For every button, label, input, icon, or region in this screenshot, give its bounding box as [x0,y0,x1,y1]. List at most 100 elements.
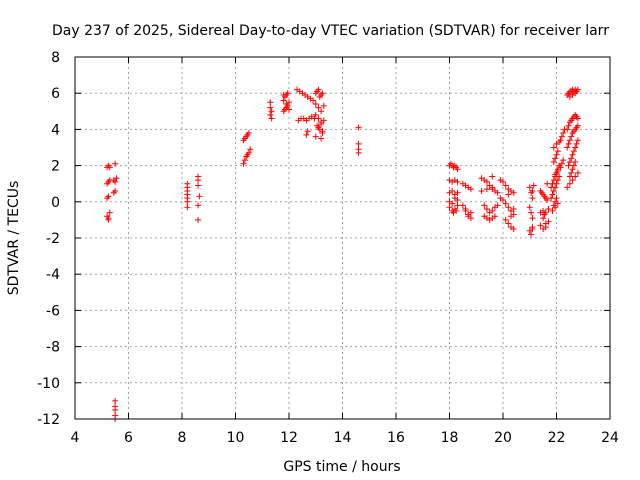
data-point [554,177,561,184]
data-point [526,204,533,211]
data-point [574,137,581,144]
data-point [106,209,113,216]
data-point [572,158,579,165]
data-point [453,207,460,214]
data-point [112,178,119,185]
data-point [318,120,325,127]
data-point [245,130,252,137]
data-point [548,195,555,202]
y-tick-label: 8 [51,50,60,66]
data-point [454,189,461,196]
data-point [320,117,327,124]
data-point [554,168,561,175]
data-point [529,187,536,194]
data-point [544,196,551,203]
data-point [462,206,469,213]
x-tick-labels: 4 6 8 10 12 14 16 18 20 22 24 [71,430,619,446]
y-tick-label: -2 [46,231,60,247]
data-point [195,177,202,184]
data-point [312,101,319,108]
data-point [568,133,575,140]
data-point [467,215,474,222]
data-point [574,122,581,129]
y-tick-label: -6 [46,303,60,319]
data-point [241,157,248,164]
data-point [553,180,560,187]
data-point [560,157,567,164]
data-point [568,169,575,176]
data-point [310,97,317,104]
data-point [489,184,496,191]
data-point [572,173,579,180]
data-point [312,111,319,118]
data-point [565,122,572,129]
data-point [454,178,461,185]
data-point [459,202,466,209]
data-point [528,209,535,216]
data-point [557,164,564,171]
x-tick-label: 6 [124,430,133,446]
data-point [572,90,579,97]
data-points [104,86,581,422]
data-point [566,137,573,144]
x-tick-label: 10 [227,430,245,446]
data-point [552,184,559,191]
data-point [510,189,517,196]
data-point [268,115,275,122]
data-point [500,178,506,185]
x-tick-label: 8 [178,430,187,446]
data-point [552,171,559,178]
data-point [510,206,517,213]
data-point [529,195,536,202]
data-point [105,193,112,200]
data-point [502,216,509,223]
data-point [573,140,580,147]
data-point [267,104,274,111]
data-point [505,220,512,227]
data-point [483,206,490,213]
data-point [564,144,571,151]
data-point [560,130,567,137]
data-point [529,225,536,232]
data-point [454,196,461,203]
data-point [268,108,275,115]
data-point [315,86,322,93]
data-point [549,207,556,214]
data-point [569,166,576,173]
data-point [304,128,311,135]
data-point [355,140,362,147]
data-point [454,166,461,173]
data-point [566,173,573,180]
data-point [505,191,512,198]
data-point [574,86,581,93]
data-point [542,224,549,231]
y-tick-labels: -12 -10 -8 -6 -4 -2 0 2 4 6 8 [37,50,60,428]
data-point [505,204,512,211]
data-point [315,124,322,131]
data-point [528,231,535,238]
x-tick-label: 12 [280,430,298,446]
data-point [315,104,322,111]
data-point [530,182,537,189]
data-point [494,189,501,196]
chart-title: Day 237 of 2025, Sidereal Day-to-day VTE… [52,23,609,39]
y-tick-label: -8 [46,340,60,356]
y-tick-label: -10 [37,376,60,392]
data-point [529,215,536,222]
data-point [510,211,517,218]
data-point [566,180,573,187]
data-point [355,149,362,156]
data-point [552,204,559,211]
data-point [564,184,571,191]
data-point [569,151,576,158]
data-point [510,225,517,232]
data-point [545,218,552,225]
data-point [550,187,557,194]
data-point [195,216,202,223]
data-point [554,148,561,155]
data-point [570,148,577,155]
data-point [355,124,362,131]
data-point [572,144,579,151]
data-point [565,140,572,147]
